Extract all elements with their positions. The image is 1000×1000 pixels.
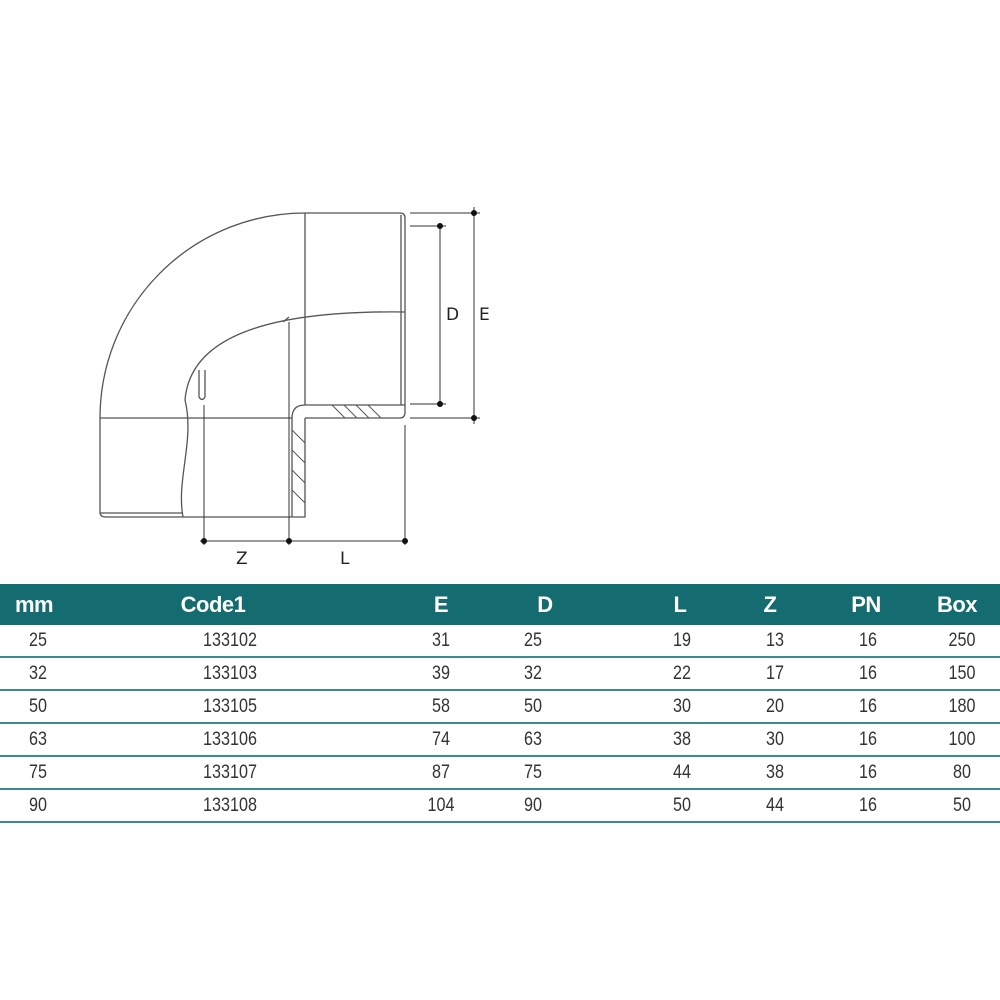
table-cell-mm: 63 [29, 729, 47, 750]
table-cell-code1: 133106 [203, 729, 257, 750]
column-header-box: Box [936, 592, 978, 617]
table-cell-pn: 16 [859, 795, 877, 816]
table-cell-z: 30 [766, 729, 784, 750]
table-row: 25 133102 31 25 19 13 16 250 [0, 625, 1000, 658]
table-row: 63 133106 74 63 38 30 16 100 [0, 724, 1000, 757]
table-cell-box: 250 [948, 630, 976, 651]
table-cell-mm: 25 [29, 630, 47, 651]
dim-label-l: L [340, 549, 350, 569]
table-cell-l: 19 [673, 630, 691, 651]
column-header-l: L [673, 592, 687, 617]
elbow-top-edge [305, 212, 406, 419]
dimension-dots [201, 210, 477, 544]
table-cell-pn: 16 [859, 663, 877, 684]
table-cell-mm: 32 [29, 663, 47, 684]
table-cell-e: 87 [432, 762, 450, 783]
table-cell-box: 150 [948, 663, 976, 684]
table-cell-code1: 133105 [203, 696, 257, 717]
table-cell-d: 50 [524, 696, 542, 717]
table-cell-code1: 133102 [203, 630, 257, 651]
table-cell-l: 38 [673, 729, 691, 750]
table-cell-mm: 75 [29, 762, 47, 783]
table-row: 50 133105 58 50 30 20 16 180 [0, 691, 1000, 724]
dim-label-z: Z [236, 549, 248, 569]
table-cell-d: 32 [524, 663, 542, 684]
elbow-outer-arc [99, 212, 306, 419]
column-header-pn: PN [851, 592, 881, 617]
table-cell-e: 104 [427, 795, 455, 816]
table-cell-z: 20 [766, 696, 784, 717]
hatching [291, 404, 382, 504]
table-cell-mm: 90 [29, 795, 47, 816]
hatched-wall [291, 404, 405, 518]
table-cell-code1: 133108 [203, 795, 257, 816]
column-header-code1: Code1 [180, 592, 246, 617]
table-cell-z: 44 [766, 795, 784, 816]
table-row: 90 133108 104 90 50 44 16 50 [0, 790, 1000, 823]
table-cell-box: 100 [948, 729, 976, 750]
table-cell-l: 22 [673, 663, 691, 684]
table-cell-pn: 16 [859, 696, 877, 717]
table-cell-e: 39 [432, 663, 450, 684]
table-cell-l: 44 [673, 762, 691, 783]
table-cell-d: 63 [524, 729, 542, 750]
table-cell-pn: 16 [859, 630, 877, 651]
table-cell-pn: 16 [859, 762, 877, 783]
table-cell-box: 80 [953, 762, 971, 783]
table-cell-code1: 133103 [203, 663, 257, 684]
dim-label-e: E [479, 305, 490, 325]
table-body: 25 133102 31 25 19 13 16 250 32 133103 39 32 22 17 16 1… [0, 625, 1000, 823]
table-cell-e: 31 [432, 630, 450, 651]
elbow-fitting-drawing: D E Z L [99, 207, 490, 569]
table-cell-d: 75 [524, 762, 542, 783]
table-header: mm Code1 E D L Z PN Box [0, 584, 1000, 625]
table-cell-box: 50 [953, 795, 971, 816]
column-header-mm: mm [14, 592, 54, 617]
column-header-e: E [433, 592, 449, 617]
dim-label-d: D [446, 305, 459, 325]
table-cell-code1: 133107 [203, 762, 257, 783]
table-cell-z: 17 [766, 663, 784, 684]
table-cell-e: 74 [432, 729, 450, 750]
table-cell-d: 25 [524, 630, 542, 651]
table-row: 32 133103 39 32 22 17 16 150 [0, 658, 1000, 691]
column-header-d: D [537, 592, 553, 617]
table-cell-z: 38 [766, 762, 784, 783]
table-row: 75 133107 87 75 44 38 16 80 [0, 757, 1000, 790]
table-cell-z: 13 [766, 630, 784, 651]
dimension-lines [200, 207, 480, 545]
slot [198, 370, 206, 401]
table-cell-d: 90 [524, 795, 542, 816]
table-cell-l: 30 [673, 696, 691, 717]
elbow-inner-arc [180, 311, 406, 518]
table-cell-e: 58 [432, 696, 450, 717]
table-cell-box: 180 [948, 696, 976, 717]
table-cell-pn: 16 [859, 729, 877, 750]
column-header-z: Z [763, 592, 777, 617]
table-cell-mm: 50 [29, 696, 47, 717]
table-cell-l: 50 [673, 795, 691, 816]
dimensions-table: mm Code1 E D L Z PN Box 25 133102 31 25 19 13 16 250 32… [0, 584, 1000, 823]
